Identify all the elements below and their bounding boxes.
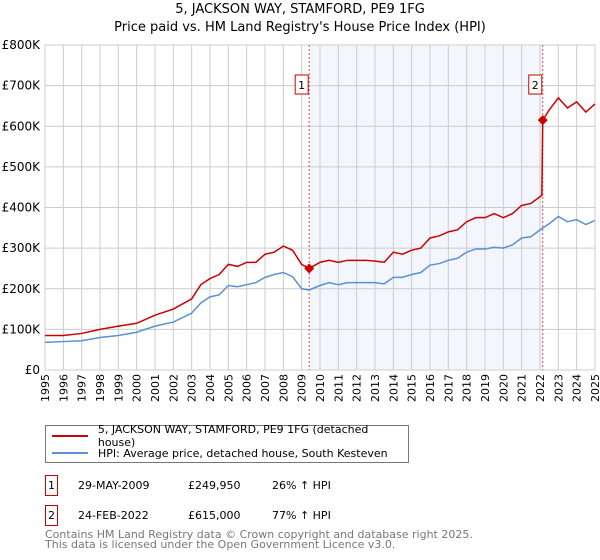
x-tick-label: 1999 [112,374,125,402]
x-tick-label: 1997 [76,374,89,402]
hpi-line [44,215,596,344]
x-tick-label: 2009 [296,374,309,402]
x-tick-label: 2023 [552,374,565,402]
x-tick-label: 2013 [369,374,382,402]
chart-subtitle: Price paid vs. HM Land Registry's House … [114,20,486,35]
x-tick-label: 2017 [442,374,455,402]
y-tick-label: £200K [2,282,42,296]
x-tick-label: 2014 [387,374,400,402]
x-tick-label: 2024 [571,374,584,402]
x-tick-label: 2001 [149,374,162,402]
sale-marker-label: 1 [298,79,305,92]
x-tick-label: 1995 [39,374,52,402]
y-tick-label: £300K [2,241,42,255]
x-tick-label: 2016 [424,374,437,402]
x-tick-label: 2004 [204,374,217,402]
x-tick-label: 2022 [534,374,547,402]
y-tick-label: £700K [2,79,42,93]
x-tick-label: 2015 [406,374,419,402]
x-tick-label: 2007 [259,374,272,402]
legend-label: HPI: Average price, detached house, Sout… [98,446,388,460]
x-tick-label: 2003 [186,374,199,402]
legend-label: 5, JACKSON WAY, STAMFORD, PE9 1FG (detac… [97,423,369,449]
sale-price: £249,950 [188,479,241,492]
x-tick-label: 2018 [461,374,474,402]
y-tick-label: £0 [25,363,40,377]
x-tick-label: 2012 [351,374,364,402]
y-tick-label: £500K [2,160,42,174]
sale-point [304,263,315,274]
legend-item-property: 5, JACKSON WAY, STAMFORD, PE9 1FG (detac… [52,423,408,449]
x-tick-label: 2020 [497,374,510,402]
sale-marker-badge: 1 [45,475,58,496]
x-tick-label: 1996 [57,374,70,402]
x-tick-label: 2006 [241,374,254,402]
x-tick-label: 2005 [222,374,235,402]
y-tick-label: £600K [2,119,42,133]
x-tick-label: 2000 [131,374,144,402]
y-tick-label: £800K [2,38,42,52]
property-price-line [45,96,596,337]
legend-swatch-blue [52,452,88,454]
sale-marker-badge: 2 [45,505,58,526]
sale-point [537,115,548,126]
sale-date: 24-FEB-2022 [78,509,149,522]
chart-title: 5, JACKSON WAY, STAMFORD, PE9 1FG [175,2,425,17]
x-tick-label: 2019 [479,374,492,402]
sale-date: 29-MAY-2009 [78,479,150,492]
sale-marker-box [528,74,543,95]
footer-copyright: Contains HM Land Registry data © Crown c… [45,528,473,541]
chart-legend: 5, JACKSON WAY, STAMFORD, PE9 1FG (detac… [45,423,409,463]
price-chart: 1995 1996 1997 1998 1999 2000 2001 2002 2003 2004… [2,38,600,402]
x-tick-label: 2002 [167,374,180,402]
sale-marker-label: 2 [532,79,539,92]
x-tick-label: 2011 [332,374,345,402]
y-tick-label: £100K [2,322,42,336]
x-tick-label: 2010 [314,374,327,402]
x-tick-label: 2025 [589,374,600,402]
x-tick-label: 2021 [516,374,529,402]
sale-marker-box [294,74,309,95]
legend-swatch-red [52,435,88,437]
footer-licence: This data is licensed under the Open Gov… [45,538,396,551]
sale-price: £615,000 [188,509,241,522]
footer: Contains HM Land Registry data © Crown c… [45,528,473,551]
legend-item-hpi: HPI: Average price, detached house, Sout… [52,445,388,461]
sale-hpi-diff: 77% ↑ HPI [272,509,331,522]
x-tick-label: 2008 [277,374,290,402]
y-tick-label: £400K [2,201,42,215]
x-tick-label: 1998 [94,374,107,402]
sale-hpi-diff: 26% ↑ HPI [272,479,331,492]
